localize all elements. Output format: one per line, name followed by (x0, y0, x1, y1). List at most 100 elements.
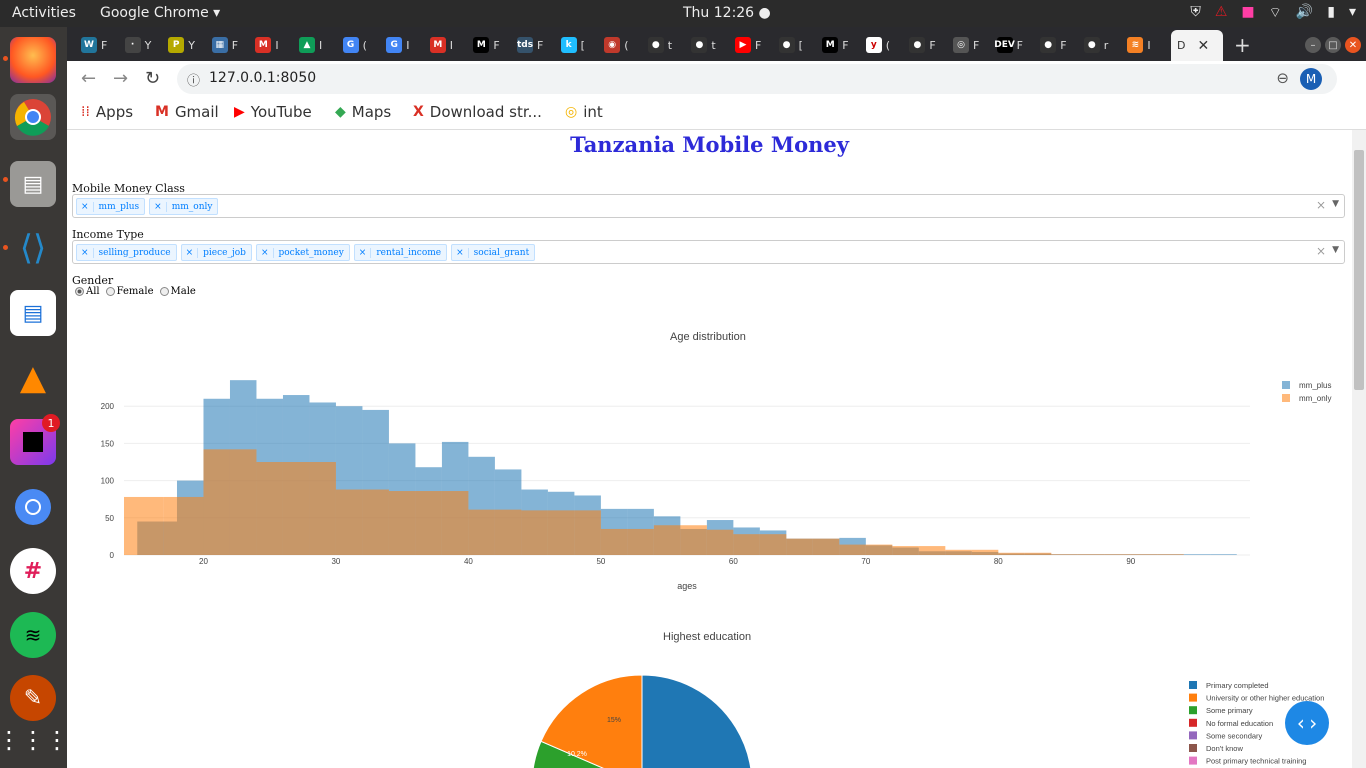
chevron-down-icon[interactable]: ▼ (1332, 199, 1339, 209)
wifi-icon[interactable]: ⌔ (1268, 5, 1282, 21)
histogram-bar-mm_only[interactable] (229, 449, 257, 555)
radio-button[interactable] (105, 287, 115, 296)
remove-chip-icon[interactable]: × (257, 247, 274, 258)
vlc-icon[interactable]: ▲ (19, 358, 47, 398)
browser-tab[interactable]: ● r (1083, 32, 1124, 58)
legend-swatch[interactable] (1189, 706, 1197, 715)
legend-swatch[interactable] (1282, 394, 1290, 402)
bookmark-maps[interactable]: ◆ Maps (335, 103, 391, 121)
pie-slice-some-primary[interactable] (532, 740, 642, 768)
info-icon[interactable]: ⓘ (187, 74, 201, 89)
histogram-bar-mm_only[interactable] (1104, 554, 1131, 555)
histogram-bar-mm_only[interactable] (1024, 552, 1052, 555)
profile-avatar[interactable]: M (1300, 68, 1322, 90)
legend-swatch[interactable] (1282, 381, 1290, 389)
histogram-bar-mm_only[interactable] (163, 496, 204, 555)
legend-swatch[interactable] (1189, 693, 1197, 702)
histogram-bar-mm_only[interactable] (1130, 554, 1158, 555)
legend-label[interactable]: mm_plus (1299, 381, 1331, 390)
histogram-bar-mm_only[interactable] (203, 449, 230, 555)
radio-button[interactable] (159, 287, 169, 296)
legend-swatch[interactable] (1189, 744, 1197, 752)
histogram-bar-mm_only[interactable] (1051, 554, 1078, 555)
browser-tab[interactable]: ▦ F (211, 32, 252, 58)
remove-chip-icon[interactable]: × (452, 247, 469, 258)
histogram-bar-mm_only[interactable] (839, 544, 866, 555)
histogram-bar-mm_only[interactable] (124, 496, 164, 555)
legend-swatch[interactable] (1189, 718, 1197, 727)
minimize-button[interactable]: – (1305, 37, 1321, 53)
legend-swatch[interactable] (1189, 681, 1197, 689)
histogram-bar-mm_only[interactable] (521, 510, 548, 555)
scrollbar-thumb[interactable] (1354, 150, 1364, 390)
browser-tab[interactable]: ● F (1040, 32, 1080, 58)
spotify-icon[interactable]: ≋ (10, 612, 56, 658)
close-icon[interactable]: ✕ (1197, 37, 1210, 54)
browser-tab[interactable]: ◉( (604, 32, 644, 58)
histogram-bar-mm_only[interactable] (892, 546, 919, 555)
remove-chip-icon[interactable]: × (355, 247, 372, 258)
histogram-bar-mm_only[interactable] (812, 538, 840, 555)
browser-tab[interactable]: ●[ (778, 32, 819, 58)
remove-chip-icon[interactable]: × (150, 201, 167, 212)
income-type-dropdown[interactable]: × selling_produce × piece_job × pocket_money ×… (72, 240, 1345, 264)
close-window-button[interactable]: ✕ (1345, 37, 1361, 53)
bookmark-youtube[interactable]: ▶ YouTube (234, 103, 312, 121)
browser-tab[interactable]: ● t (647, 32, 688, 58)
histogram-bar-mm_only[interactable] (1157, 554, 1184, 555)
histogram-bar-mm_only[interactable] (256, 462, 283, 555)
histogram-bar-mm_only[interactable] (627, 528, 654, 555)
histogram-bar-mm_only[interactable] (388, 491, 416, 555)
histogram-bar-mm_only[interactable] (706, 529, 734, 555)
legend-label[interactable]: mm_only (1299, 394, 1331, 403)
histogram-bar-mm_only[interactable] (1077, 554, 1105, 555)
browser-tab[interactable]: ◎ F (953, 32, 993, 58)
histogram-bar-mm_plus[interactable] (1210, 554, 1237, 555)
legend-label[interactable]: No formal education (1206, 719, 1273, 728)
browser-tab[interactable]: ● t (691, 32, 731, 58)
histogram-bar-mm_only[interactable] (865, 544, 893, 555)
histogram-bar-mm_only[interactable] (786, 538, 813, 555)
remove-chip-icon[interactable]: × (182, 247, 199, 258)
page-scrollbar[interactable] (1352, 130, 1366, 768)
histogram-bar-mm_plus[interactable] (1183, 554, 1211, 555)
legend-label[interactable]: University or other higher education (1206, 694, 1324, 703)
histogram-bar-mm_only[interactable] (733, 534, 760, 555)
radio-button[interactable] (75, 287, 84, 296)
slack-icon[interactable]: # (10, 548, 56, 594)
histogram-bar-mm_only[interactable] (282, 462, 310, 555)
pie-slice-primary-completed[interactable] (553, 674, 752, 768)
app-grid-icon[interactable]: ⋮⋮⋮ (0, 726, 69, 754)
bookmark-apps[interactable]: ⁞⁞ Apps (81, 103, 133, 121)
clear-icon[interactable]: × (1315, 244, 1326, 258)
chevron-down-icon[interactable]: ▼ (1332, 245, 1339, 255)
bookmark-gmail[interactable]: M Gmail (155, 103, 219, 121)
browser-tab[interactable]: k[ (560, 32, 601, 58)
activities-button[interactable]: Activities (12, 5, 76, 21)
histogram-bar-mm_only[interactable] (945, 549, 972, 555)
mm-class-dropdown[interactable]: × mm_plus × mm_only × ▼ (72, 194, 1345, 218)
clear-icon[interactable]: × (1315, 198, 1326, 212)
gender-option-female[interactable]: Female (105, 286, 154, 297)
legend-label[interactable]: Don't know (1206, 744, 1243, 753)
legend-swatch[interactable] (1189, 731, 1197, 740)
tab-active[interactable]: D ✕ (1171, 30, 1223, 61)
reload-button[interactable]: ↻ (145, 68, 161, 89)
writer-icon[interactable]: ▤ (10, 290, 56, 336)
browser-tab[interactable]: ▶ F (735, 32, 775, 58)
histogram-bar-mm_only[interactable] (441, 491, 469, 555)
new-tab-button[interactable]: + (1234, 33, 1251, 57)
remove-chip-icon[interactable]: × (77, 247, 94, 258)
code-toggle-button[interactable]: ‹› (1285, 701, 1329, 745)
url-text[interactable]: 127.0.0.1:8050 (209, 70, 317, 86)
jetbrains-icon[interactable]: ■ (1241, 4, 1255, 20)
histogram-bar-mm_only[interactable] (600, 528, 628, 555)
histogram-bar-mm_only[interactable] (680, 525, 707, 555)
legend-label[interactable]: Primary completed (1206, 681, 1269, 690)
histogram-bar-mm_only[interactable] (653, 525, 681, 555)
legend-label[interactable]: Some secondary (1206, 731, 1263, 740)
